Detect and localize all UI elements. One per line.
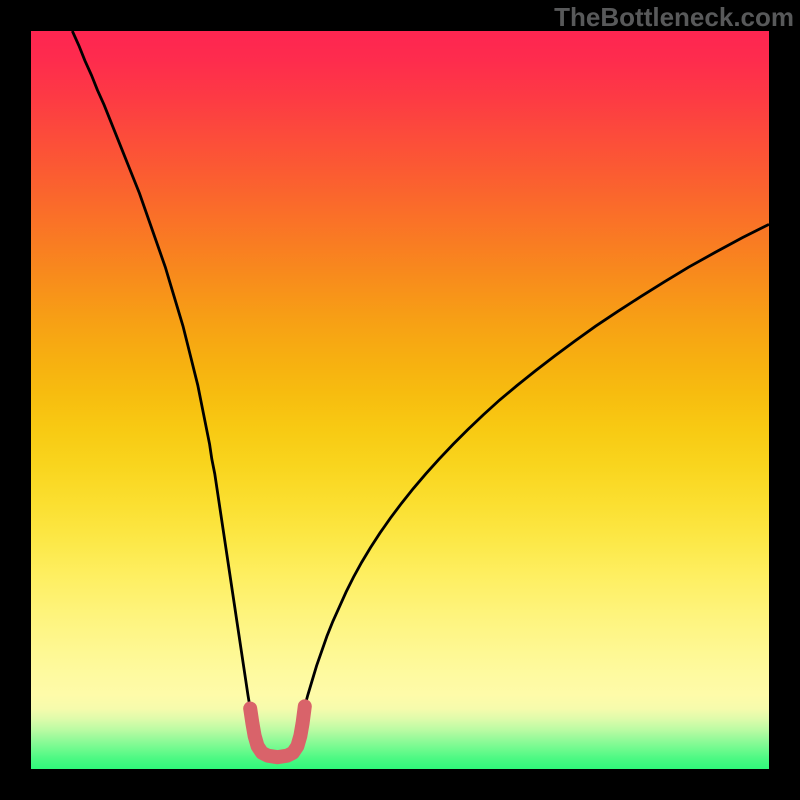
watermark: TheBottleneck.com <box>554 2 794 33</box>
gradient-background <box>31 31 769 769</box>
plot-area <box>31 31 769 769</box>
chart-svg <box>31 31 769 769</box>
